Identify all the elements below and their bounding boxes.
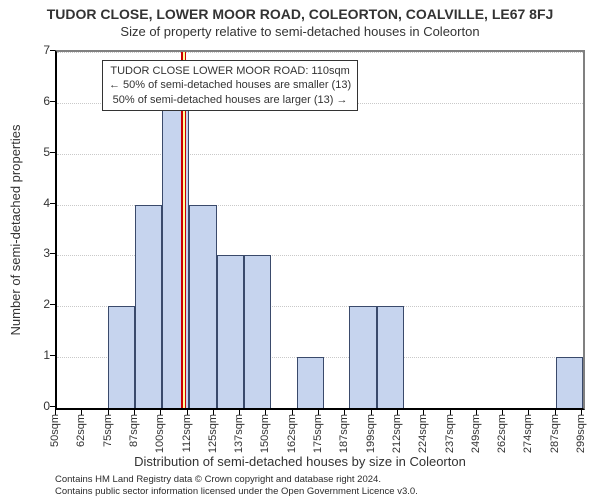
annotation-box: TUDOR CLOSE LOWER MOOR ROAD: 110sqm ← 50… [102,60,358,111]
x-tick-label: 162sqm [286,414,298,453]
y-tick-label: 6 [32,94,50,108]
annotation-line1: TUDOR CLOSE LOWER MOOR ROAD: 110sqm [109,64,351,78]
x-tick-label: 212sqm [391,414,403,453]
x-tick-label: 287sqm [549,414,561,453]
x-tick-label: 100sqm [154,414,166,453]
x-tick-label: 224sqm [417,414,429,453]
page-title: TUDOR CLOSE, LOWER MOOR ROAD, COLEORTON,… [0,0,600,22]
y-tick-label: 2 [32,297,50,311]
x-tick-label: 175sqm [312,414,324,453]
y-tick-mark [50,406,55,407]
annotation-line2: ← 50% of semi-detached houses are smalle… [109,78,351,92]
histogram-bar [377,306,404,408]
page-subtitle: Size of property relative to semi-detach… [0,22,600,39]
histogram-bar [108,306,135,408]
x-tick-label: 274sqm [522,414,534,453]
x-tick-label: 199sqm [365,414,377,453]
y-tick-label: 7 [32,43,50,57]
histogram-bar [189,205,216,408]
y-tick-label: 3 [32,246,50,260]
x-tick-label: 187sqm [338,414,350,453]
x-tick-label: 125sqm [207,414,219,453]
x-tick-label: 50sqm [49,414,61,447]
x-tick-label: 112sqm [181,414,193,452]
annotation-line3: 50% of semi-detached houses are larger (… [109,93,351,107]
plot-area: TUDOR CLOSE LOWER MOOR ROAD: 110sqm ← 50… [55,50,585,410]
x-tick-label: 299sqm [575,414,587,453]
histogram-bar [297,357,324,408]
chart-area: TUDOR CLOSE LOWER MOOR ROAD: 110sqm ← 50… [55,50,585,410]
footer-line1: Contains HM Land Registry data © Crown c… [55,474,418,486]
histogram-bar [244,255,271,408]
y-axis-label: Number of semi-detached properties [8,125,23,336]
y-tick-mark [50,203,55,204]
y-tick-mark [50,355,55,356]
y-tick-mark [50,304,55,305]
footer-text: Contains HM Land Registry data © Crown c… [55,474,418,498]
y-tick-label: 4 [32,196,50,210]
histogram-bar [217,255,244,408]
y-tick-mark [50,101,55,102]
histogram-bar [349,306,376,408]
x-tick-label: 75sqm [102,414,114,447]
x-tick-label: 249sqm [470,414,482,453]
y-tick-label: 0 [32,399,50,413]
y-tick-mark [50,253,55,254]
histogram-bar [556,357,583,408]
histogram-bar [135,205,162,408]
x-axis-label: Distribution of semi-detached houses by … [0,454,600,469]
y-tick-label: 1 [32,348,50,362]
x-tick-label: 262sqm [496,414,508,453]
x-tick-label: 87sqm [128,414,140,447]
y-tick-mark [50,50,55,51]
x-tick-label: 237sqm [444,414,456,453]
y-tick-mark [50,152,55,153]
footer-line2: Contains public sector information licen… [55,486,418,498]
y-tick-label: 5 [32,145,50,159]
x-tick-label: 62sqm [75,414,87,447]
x-tick-label: 137sqm [233,414,245,453]
x-tick-label: 150sqm [259,414,271,453]
